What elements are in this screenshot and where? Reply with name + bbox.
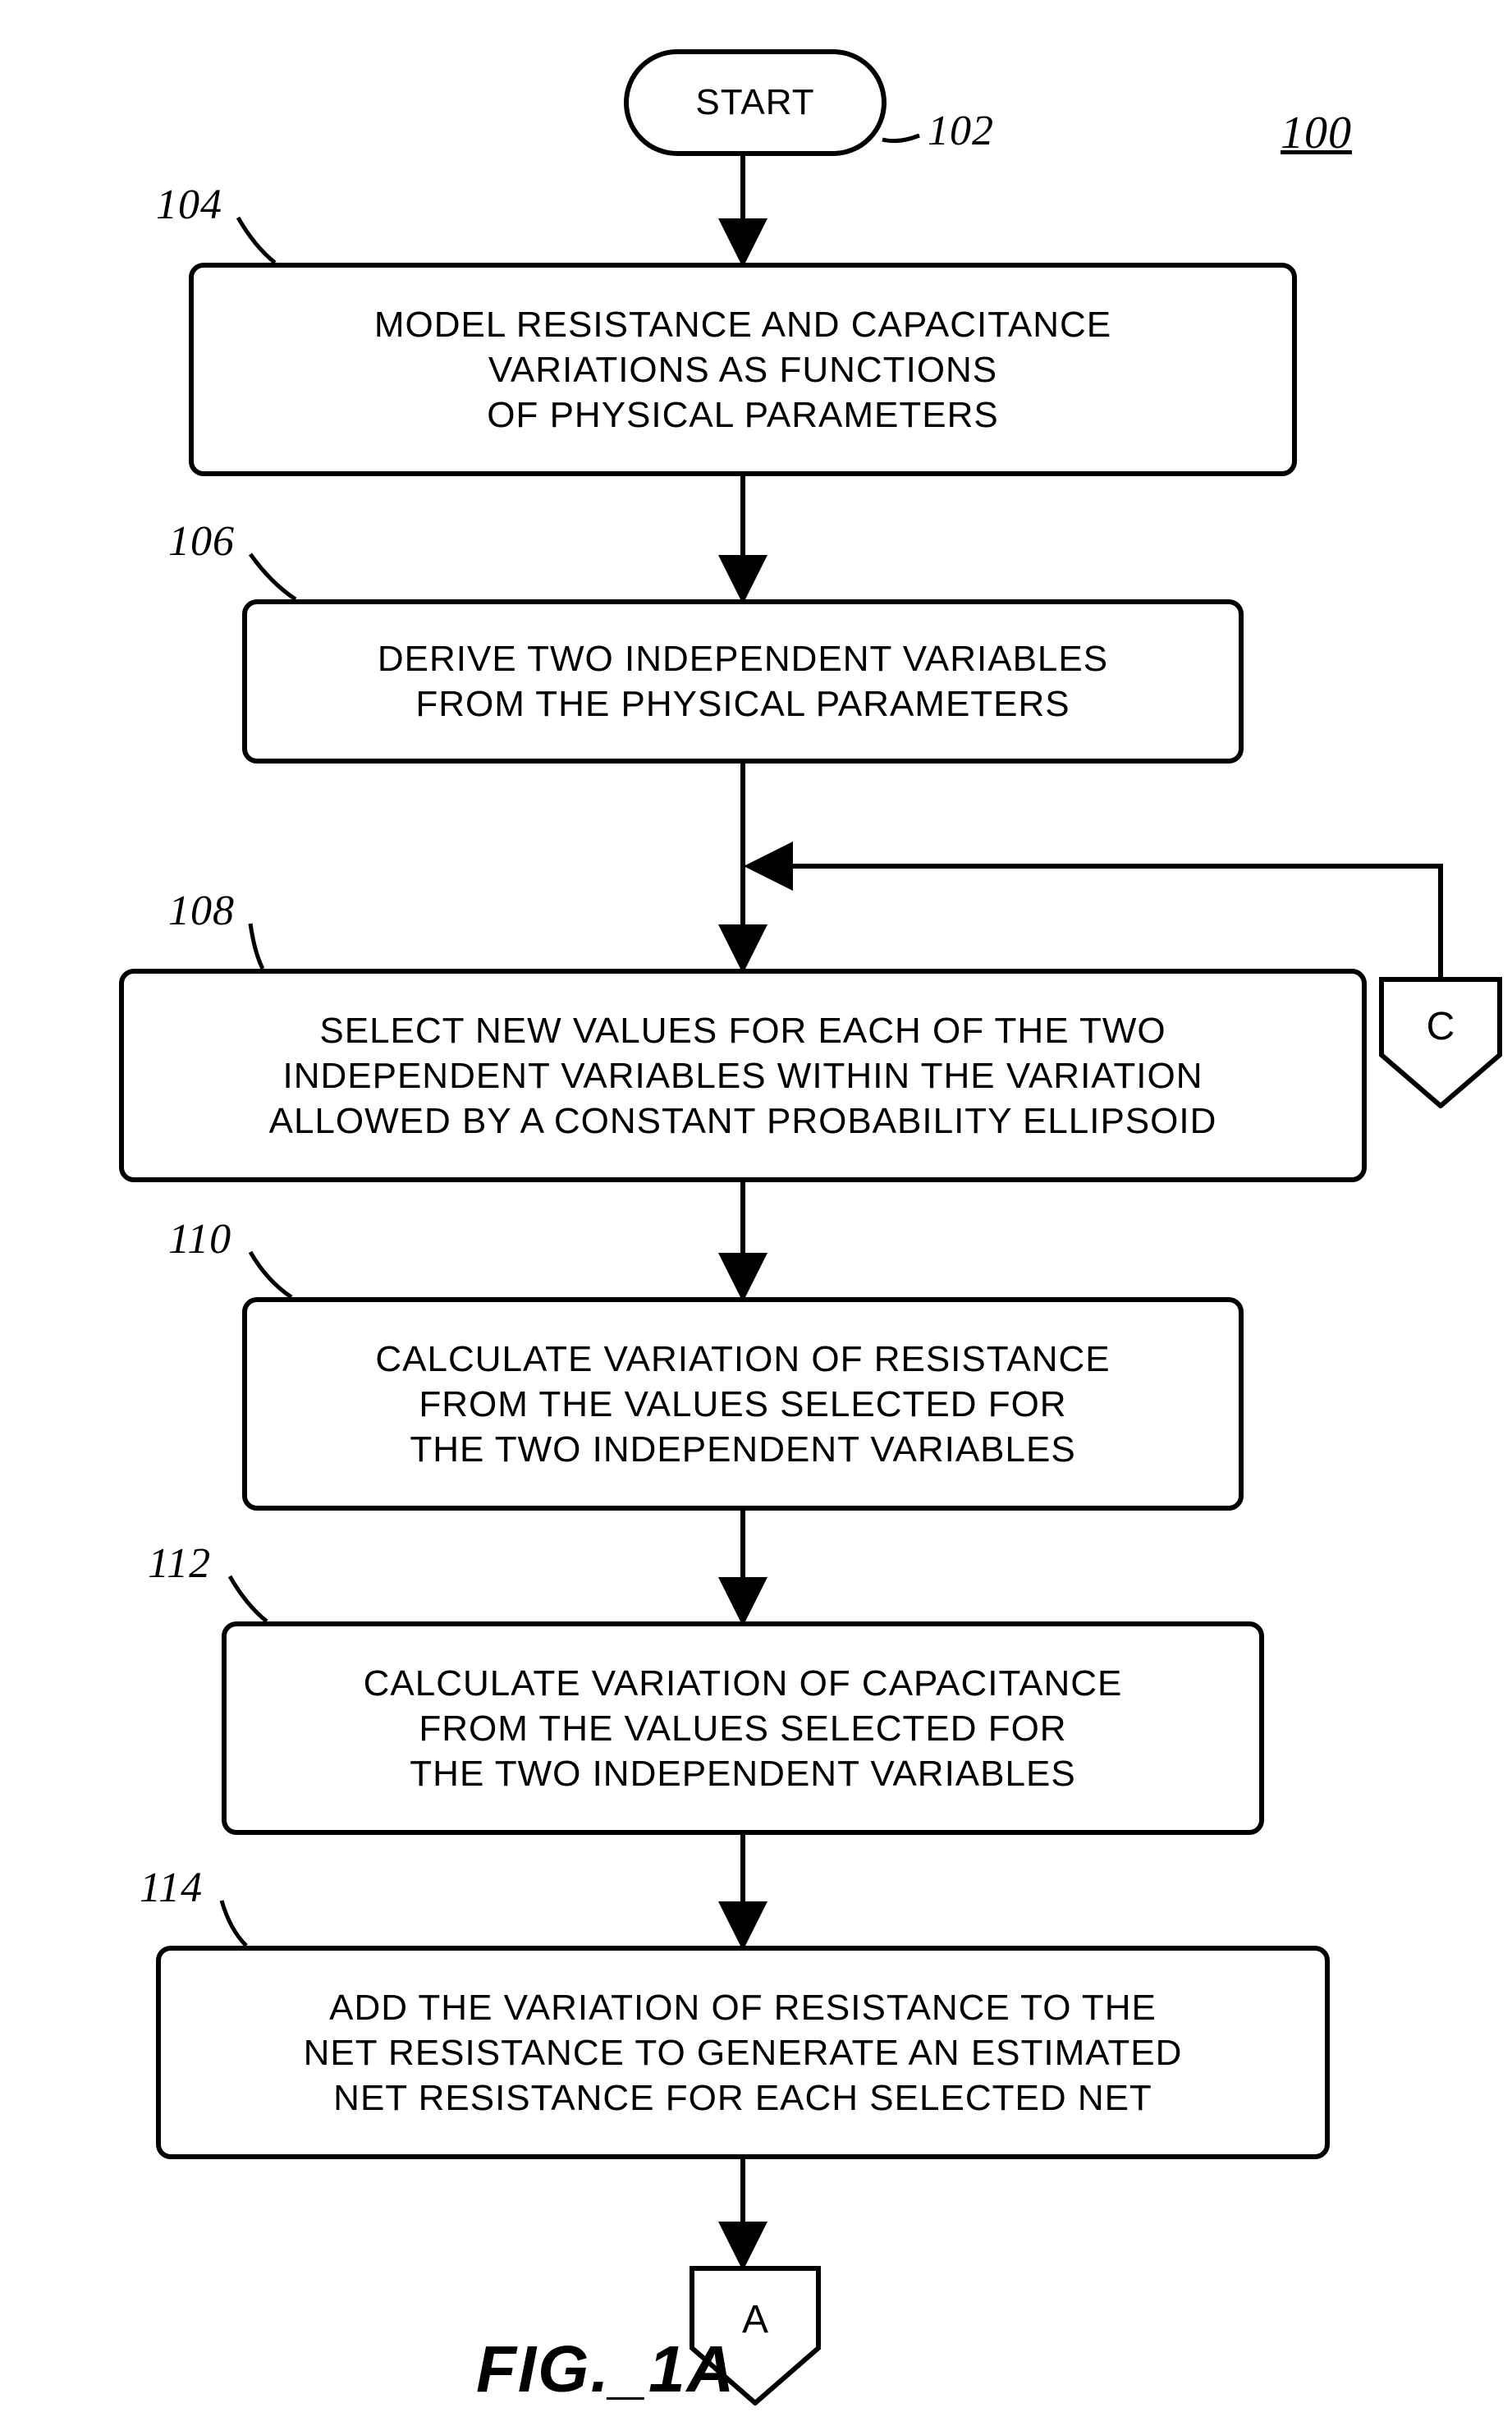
ref-112: 112 <box>148 1539 211 1588</box>
flowchart-canvas: 100 START MODEL RESISTANCE AND CAPACITAN… <box>0 0 1512 2426</box>
ref-104: 104 <box>156 181 222 229</box>
process-110-text: CALCULATE VARIATION OF RESISTANCE FROM T… <box>375 1337 1110 1472</box>
process-106-text: DERIVE TWO INDEPENDENT VARIABLES FROM TH… <box>378 636 1108 727</box>
process-114: ADD THE VARIATION OF RESISTANCE TO THE N… <box>156 1946 1330 2159</box>
process-108-text: SELECT NEW VALUES FOR EACH OF THE TWO IN… <box>269 1008 1217 1144</box>
process-106: DERIVE TWO INDEPENDENT VARIABLES FROM TH… <box>242 599 1244 764</box>
figure-caption: FIG._1A <box>476 2332 735 2407</box>
ref-106: 106 <box>168 517 235 566</box>
ref-108: 108 <box>168 887 235 935</box>
process-108: SELECT NEW VALUES FOR EACH OF THE TWO IN… <box>119 969 1367 1182</box>
page-reference: 100 <box>1281 107 1352 159</box>
process-112: CALCULATE VARIATION OF CAPACITANCE FROM … <box>222 1621 1264 1835</box>
connector-c-label: C <box>1379 977 1502 1075</box>
connector-c: C <box>1379 977 1502 1108</box>
ref-102: 102 <box>928 107 994 155</box>
process-110: CALCULATE VARIATION OF RESISTANCE FROM T… <box>242 1297 1244 1511</box>
start-terminator: START <box>624 49 887 156</box>
process-104: MODEL RESISTANCE AND CAPACITANCE VARIATI… <box>189 263 1297 476</box>
process-104-text: MODEL RESISTANCE AND CAPACITANCE VARIATI… <box>374 302 1111 438</box>
ref-110: 110 <box>168 1215 231 1263</box>
process-114-text: ADD THE VARIATION OF RESISTANCE TO THE N… <box>304 1985 1183 2121</box>
process-112-text: CALCULATE VARIATION OF CAPACITANCE FROM … <box>364 1661 1123 1796</box>
ref-114: 114 <box>140 1864 203 1912</box>
start-label: START <box>695 82 814 123</box>
